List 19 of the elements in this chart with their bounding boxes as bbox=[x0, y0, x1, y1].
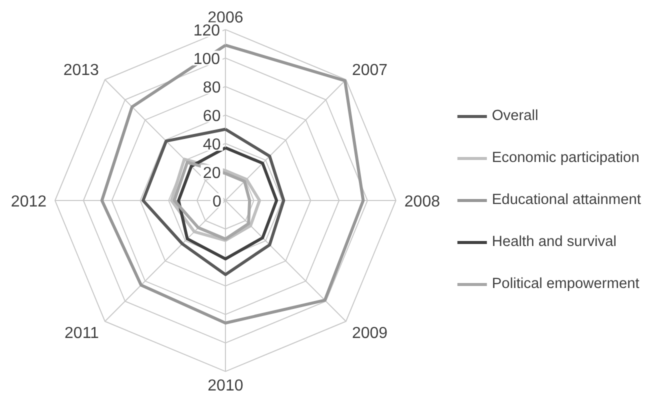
y-tick-label: 100 bbox=[193, 51, 220, 68]
y-tick-label: 120 bbox=[193, 22, 220, 40]
spoke-label: 2008 bbox=[404, 194, 440, 210]
y-tick-label: 20 bbox=[202, 165, 221, 182]
legend-label: Economic participation bbox=[492, 150, 640, 166]
spoke-label: 2011 bbox=[64, 325, 100, 342]
legend-label: Political empowerment bbox=[492, 276, 640, 292]
y-tick-label: 40 bbox=[202, 136, 221, 154]
legend-label: Overall bbox=[492, 108, 538, 124]
y-tick-label: 60 bbox=[202, 108, 221, 126]
spoke-label: 2010 bbox=[208, 377, 244, 394]
spoke-label: 2012 bbox=[10, 194, 47, 210]
y-tick-label: 0 bbox=[212, 194, 222, 210]
legend-label: Educational attainment bbox=[492, 192, 641, 208]
spoke-label: 2007 bbox=[352, 62, 388, 79]
spoke-label: 2013 bbox=[63, 62, 100, 79]
y-tick-label: 80 bbox=[202, 80, 221, 97]
legend-label: Health and survival bbox=[492, 234, 617, 250]
spoke-label: 2009 bbox=[352, 325, 388, 342]
